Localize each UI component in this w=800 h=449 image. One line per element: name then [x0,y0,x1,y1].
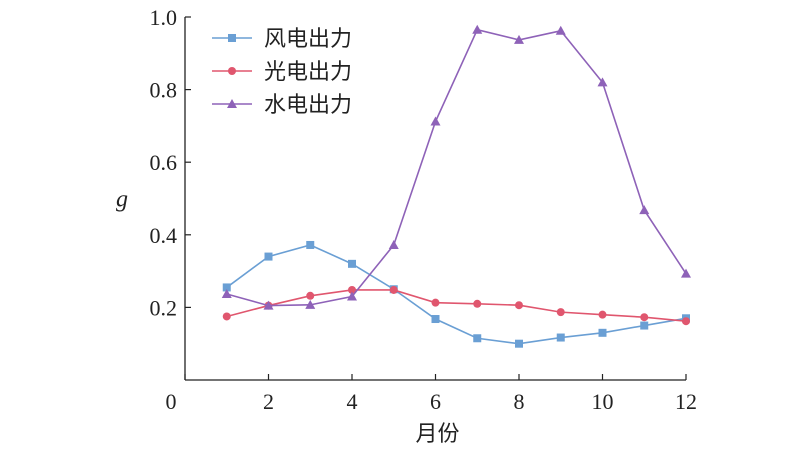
series-line [226,244,687,345]
data-point [473,299,482,308]
data-point [227,99,237,108]
data-point [681,268,691,278]
data-point [472,24,483,34]
legend-item: 水电出力 [212,93,352,118]
y-tick-label: 0.6 [150,150,178,175]
x-tick-label: 2 [263,389,274,414]
data-point [639,205,650,215]
legend-item: 风电出力 [212,27,352,52]
data-point [640,321,649,330]
data-point [305,299,316,309]
x-tick-label: 12 [675,389,697,414]
data-point [515,301,523,310]
data-point [430,116,441,126]
data-point [347,291,357,301]
x-tick-label: 0 [166,389,177,414]
x-axis-label: 月份 [415,422,459,447]
data-point [682,317,690,326]
data-point [431,315,440,324]
legend-label: 光电出力 [264,60,352,85]
data-point [598,328,607,337]
series-1 [222,240,690,348]
data-point [388,239,399,249]
data-point [640,313,649,322]
data-point [306,291,315,300]
x-tick-label: 8 [514,389,525,414]
data-point [597,77,608,87]
data-point [473,334,482,343]
x-tick-label: 10 [592,389,614,414]
series-3 [221,24,691,310]
data-point [515,339,523,348]
data-point [306,240,315,249]
data-point [556,333,565,342]
axes: 0 2 4 6 8 10 12 0.2 0.4 0.6 0.8 1.0 [150,5,698,414]
data-point [389,285,398,294]
y-tick-label: 0.2 [150,295,178,320]
data-point [348,285,356,294]
y-tick-label: 0.4 [150,223,178,248]
series-line [226,289,687,322]
data-point [431,298,440,307]
y-tick-label: 1.0 [150,5,178,30]
legend-label: 风电出力 [264,27,352,52]
data-point [556,308,565,317]
x-tick-label: 4 [347,389,358,414]
data-point [263,300,274,310]
series-line [226,28,687,307]
series-layer [221,24,691,348]
data-point [555,25,566,35]
data-point [598,310,607,319]
data-point [222,283,231,292]
data-point [514,34,524,44]
data-point [348,259,356,268]
legend-item: 光电出力 [212,60,352,85]
x-tick-label: 6 [430,389,441,414]
legend-label: 水电出力 [264,93,352,118]
data-point [222,312,231,321]
data-point [228,34,236,42]
y-axis-label: g [116,187,128,213]
data-point [228,67,236,75]
data-point [264,252,273,261]
y-tick-label: 0.8 [150,78,178,103]
data-point [221,288,232,298]
